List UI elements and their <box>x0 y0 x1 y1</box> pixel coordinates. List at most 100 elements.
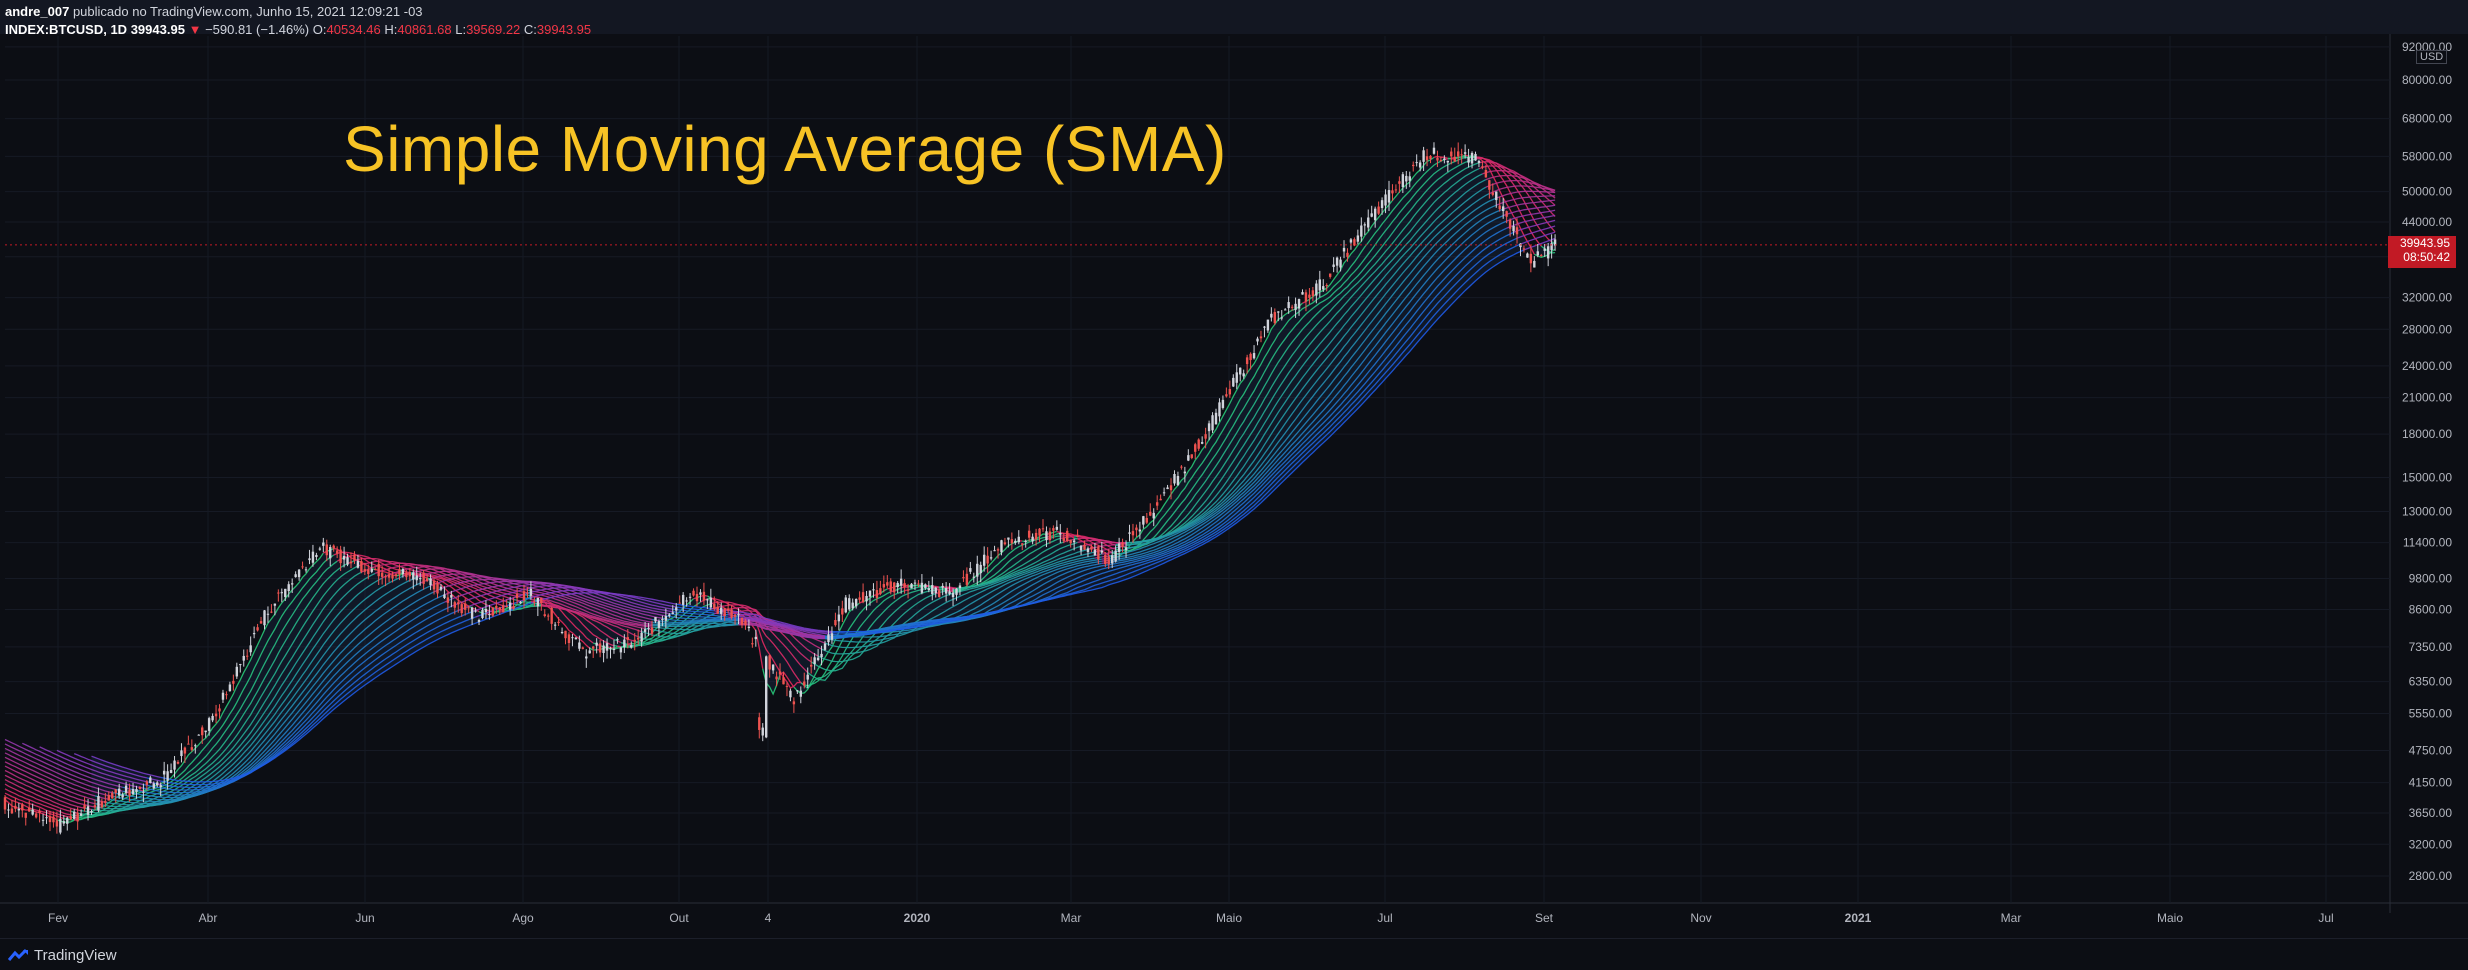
candle-body <box>734 615 736 617</box>
candle-body <box>1011 539 1013 543</box>
candle-body <box>634 640 636 642</box>
candle-body <box>1125 547 1127 550</box>
candle-body <box>1073 540 1075 542</box>
candle-body <box>661 619 663 620</box>
candle-body <box>1319 279 1321 290</box>
sma-line-60 <box>514 600 518 601</box>
last-price: 39943.95 <box>131 22 185 37</box>
candle-body <box>398 569 400 574</box>
candle-body <box>1350 239 1352 242</box>
candle-body <box>52 817 54 823</box>
candle-body <box>1246 357 1248 364</box>
candle-body <box>1080 546 1082 551</box>
y-tick-label: 28000.00 <box>2402 322 2452 336</box>
candle-body <box>1371 213 1373 216</box>
candle-body <box>675 607 677 610</box>
candle-body <box>225 694 227 695</box>
candle-body <box>1305 292 1307 301</box>
candle-body <box>21 804 23 810</box>
candle-body <box>1391 190 1393 193</box>
candle-body <box>97 796 99 810</box>
y-tick-label: 4150.00 <box>2409 776 2453 790</box>
candle-body <box>319 549 321 550</box>
candle-body <box>550 608 552 624</box>
candle-body <box>18 809 20 811</box>
candle-body <box>737 614 739 615</box>
candle-body <box>1211 415 1213 430</box>
candle-body <box>1367 218 1369 228</box>
candle-body <box>921 583 923 593</box>
candle-body <box>364 569 366 572</box>
candle-body <box>1502 206 1504 211</box>
candle-body <box>1402 174 1404 187</box>
tradingview-logo-icon[interactable] <box>8 947 30 963</box>
candle-body <box>1018 537 1020 542</box>
candle-body <box>948 591 950 594</box>
candle-body <box>253 633 255 634</box>
candle-body <box>672 613 674 614</box>
candle-body <box>1218 402 1220 416</box>
candle-body <box>1433 148 1435 154</box>
candle-body <box>1014 541 1016 543</box>
candle-body <box>502 605 504 612</box>
candle-body <box>11 809 13 814</box>
currency-label[interactable]: USD <box>2416 50 2447 64</box>
candle-body <box>786 686 788 687</box>
candle-body <box>883 584 885 587</box>
x-tick-label: Set <box>1535 911 1554 925</box>
candle-body <box>329 547 331 558</box>
candle-body <box>232 681 234 684</box>
candle-body <box>284 589 286 597</box>
candle-body <box>1198 440 1200 449</box>
tradingview-brand[interactable]: TradingView <box>34 947 117 964</box>
candle-body <box>121 794 123 797</box>
candle-body <box>1315 284 1317 296</box>
y-tick-label: 58000.00 <box>2402 149 2452 163</box>
candle-body <box>810 665 812 667</box>
candle-body <box>339 550 341 563</box>
candle-body <box>447 597 449 602</box>
candle-body <box>547 616 549 617</box>
symbol-info: INDEX:BTCUSD, 1D 39943.95 ▼ −590.81 (−1.… <box>5 22 591 37</box>
candle-body <box>613 649 615 650</box>
candle-body <box>575 638 577 640</box>
candle-body <box>855 599 857 606</box>
y-tick-label: 2800.00 <box>2409 869 2453 883</box>
candle-body <box>350 562 352 564</box>
candle-body <box>1346 253 1348 257</box>
x-tick-label: Maio <box>1216 911 1242 925</box>
candle-body <box>1537 251 1539 255</box>
candle-body <box>1083 545 1085 550</box>
candle-body <box>1322 286 1324 289</box>
candle-body <box>115 789 117 793</box>
publish-info: andre_007 publicado no TradingView.com, … <box>5 4 423 19</box>
candle-body <box>589 650 591 653</box>
candle-body <box>637 638 639 640</box>
candle-body <box>288 584 290 591</box>
candle-body <box>1398 181 1400 184</box>
candle-body <box>1114 551 1116 562</box>
candle-body <box>1177 476 1179 485</box>
candle-body <box>955 589 957 595</box>
candle-body <box>717 607 719 614</box>
x-tick-label: Abr <box>199 911 218 925</box>
candle-body <box>1132 531 1134 535</box>
candle-body <box>1184 472 1186 474</box>
candle-body <box>274 604 276 606</box>
candle-body <box>142 792 144 793</box>
candle-body <box>450 595 452 598</box>
symbol-name[interactable]: INDEX:BTCUSD, 1D <box>5 22 127 37</box>
candle-body <box>689 597 691 598</box>
candle-body <box>1253 353 1255 358</box>
candle-body <box>945 588 947 594</box>
author-name[interactable]: andre_007 <box>5 4 69 19</box>
x-tick-label: Out <box>669 911 689 925</box>
candle-body <box>1294 304 1296 310</box>
candle-body <box>481 610 483 618</box>
candle-body <box>1118 543 1120 552</box>
candle-body <box>170 770 172 773</box>
candle-body <box>1440 160 1442 161</box>
candle-body <box>1163 492 1165 493</box>
candle-body <box>1478 161 1480 163</box>
candle-body <box>903 583 905 587</box>
